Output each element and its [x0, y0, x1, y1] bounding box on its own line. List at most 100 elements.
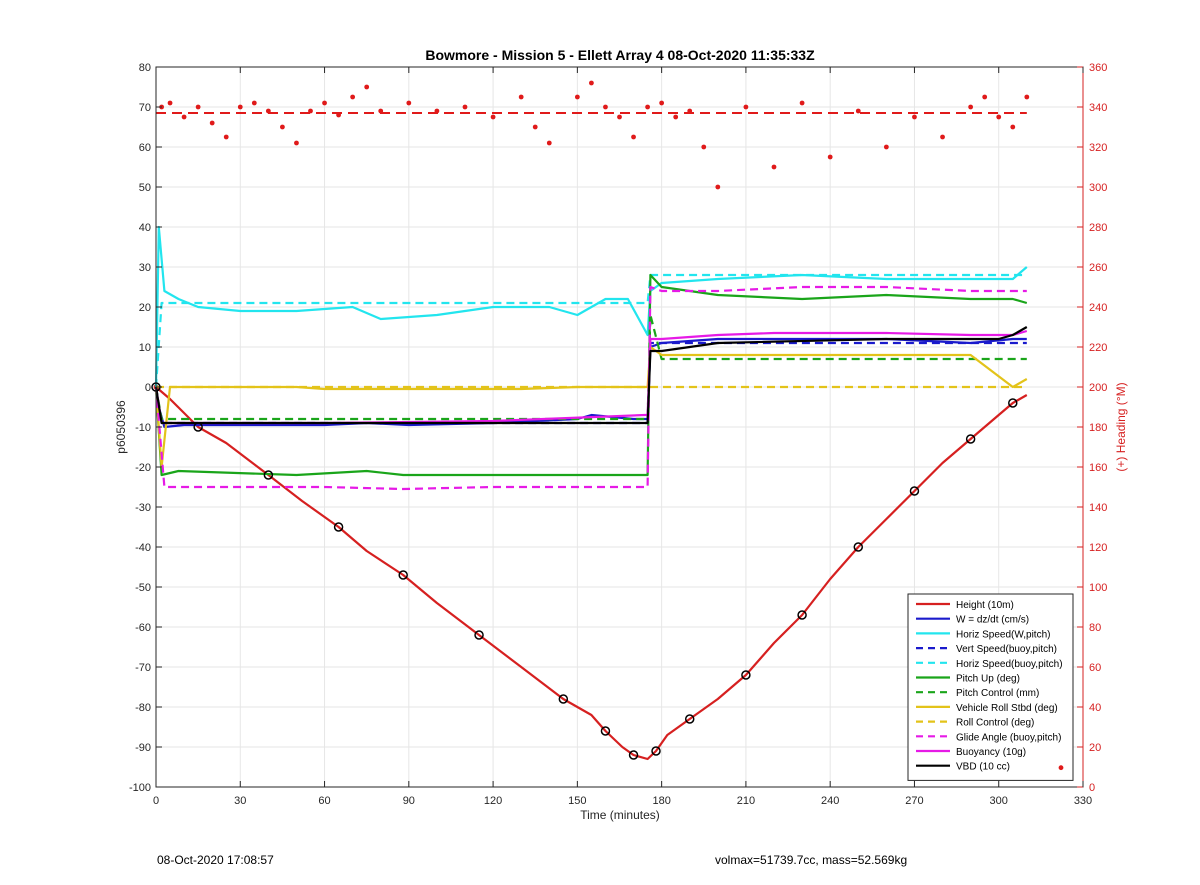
right-tick-label: 340	[1089, 102, 1107, 114]
y-tick-label: 40	[139, 222, 151, 234]
heading-point	[462, 104, 468, 110]
x-tick-label: 60	[318, 795, 330, 807]
right-tick-label: 260	[1089, 262, 1107, 274]
heading-point	[350, 94, 356, 100]
left-axis: -100-90-80-70-60-50-40-30-20-10010203040…	[129, 62, 162, 794]
right-tick-label: 0	[1089, 782, 1095, 794]
heading-point	[209, 120, 215, 126]
y-tick-label: -90	[135, 742, 151, 754]
footer-timestamp: 08-Oct-2020 17:08:57	[157, 853, 274, 867]
y-tick-label: 30	[139, 262, 151, 274]
heading-point	[308, 108, 313, 114]
heading-point	[336, 112, 341, 118]
y-tick-label: 70	[139, 102, 151, 114]
height-marker	[1008, 398, 1018, 408]
y-tick-label: -80	[135, 702, 151, 714]
heading-point	[940, 134, 945, 140]
right-axis: 0 20 40 60 80 100 120 140 160 180 200 220 240 260 280 3…	[1077, 62, 1107, 794]
x-tick-label: 30	[234, 795, 246, 807]
legend-label: Horiz Speed(buoy,pitch)	[956, 659, 1063, 670]
right-tick-label: 60	[1089, 662, 1101, 674]
right-tick-label: 160	[1089, 462, 1107, 474]
chart-title: Bowmore - Mission 5 - Ellett Array 4 08-…	[425, 47, 815, 63]
x-tick-label: 150	[568, 795, 586, 807]
y-tick-label: -70	[135, 662, 151, 674]
height-marker	[558, 694, 569, 704]
height-marker	[965, 434, 976, 444]
right-tick-label: 220	[1089, 342, 1107, 354]
x-tick-label: 330	[1074, 795, 1092, 807]
x-tick-label: 180	[652, 795, 670, 807]
legend-label: Height (10m)	[956, 600, 1014, 611]
right-axis-label: (+) Heading (°M)	[1114, 382, 1128, 471]
y-tick-label: -40	[135, 542, 151, 554]
right-tick-label: 80	[1089, 622, 1101, 634]
heading-point	[518, 94, 524, 100]
x-tick-label: 210	[737, 795, 755, 807]
series-line-buoyancy-10g	[154, 329, 1028, 425]
series-line-w-dz-dt-cm-s	[154, 337, 1027, 429]
heading-point	[1010, 124, 1016, 130]
heading-point	[617, 114, 622, 120]
x-tick-label: 120	[484, 795, 502, 807]
height-marker	[797, 610, 807, 620]
heading-point	[251, 100, 257, 106]
heading-point	[294, 140, 299, 146]
heading-point	[673, 114, 679, 120]
height-marker	[853, 542, 864, 552]
heading-point	[743, 104, 749, 110]
y-tick-label: 0	[145, 382, 151, 394]
heading-point	[968, 104, 974, 110]
right-tick-label: 120	[1089, 542, 1107, 554]
right-tick-label: 200	[1089, 382, 1107, 394]
right-tick-label: 40	[1089, 702, 1101, 714]
heading-point	[912, 114, 917, 120]
heading-point	[532, 124, 538, 130]
heading-point	[883, 144, 889, 150]
series-line-horiz-speed-w-pitch	[154, 225, 1028, 388]
heading-point	[490, 114, 496, 120]
heading-point	[715, 184, 721, 190]
heading-point	[589, 80, 594, 86]
heading-point	[701, 144, 707, 150]
height-marker	[741, 670, 751, 680]
x-axis-label: Time (minutes)	[580, 808, 660, 822]
series-line-pitch-control-mm	[154, 313, 1027, 421]
y-tick-label: -50	[135, 582, 151, 594]
y-tick-label: 10	[139, 342, 151, 354]
legend-label: Horiz Speed(W,pitch)	[956, 629, 1050, 640]
height-marker	[651, 746, 661, 756]
series-line-vehicle-roll-stbd-deg	[154, 345, 1028, 469]
heading-point	[687, 108, 693, 114]
heading-point	[1024, 94, 1030, 100]
heading-point	[322, 100, 327, 106]
heading-point	[855, 108, 861, 114]
legend-label: Pitch Up (deg)	[956, 674, 1020, 685]
y-tick-label: 50	[139, 182, 151, 194]
y-tick-label: -60	[135, 622, 151, 634]
y-tick-label: -20	[135, 462, 151, 474]
legend-label: Roll Control (deg)	[956, 718, 1034, 729]
legend-label: Vehicle Roll Stbd (deg)	[956, 703, 1058, 714]
heading-point	[631, 134, 636, 140]
heading-point	[659, 100, 665, 106]
right-tick-label: 320	[1089, 142, 1107, 154]
right-tick-label: 100	[1089, 582, 1107, 594]
right-tick-label: 240	[1089, 302, 1107, 314]
height-marker	[474, 630, 484, 640]
bottom-axis: 0 30 60 90 120 150 180 210 240 270 300 330	[153, 67, 1092, 807]
heading-point	[434, 108, 440, 114]
right-tick-label: 140	[1089, 502, 1107, 514]
heading-point	[378, 108, 384, 114]
y-tick-label: -10	[135, 422, 151, 434]
legend-label: VBD (10 cc)	[956, 762, 1010, 773]
heading-point	[237, 104, 243, 110]
height-marker	[398, 570, 408, 580]
legend-label: Vert Speed(buoy,pitch)	[956, 644, 1057, 655]
heading-point	[280, 124, 285, 130]
heading-point	[546, 140, 552, 146]
height-marker	[684, 714, 695, 724]
heading-point	[364, 84, 370, 90]
heading-point	[167, 100, 173, 106]
